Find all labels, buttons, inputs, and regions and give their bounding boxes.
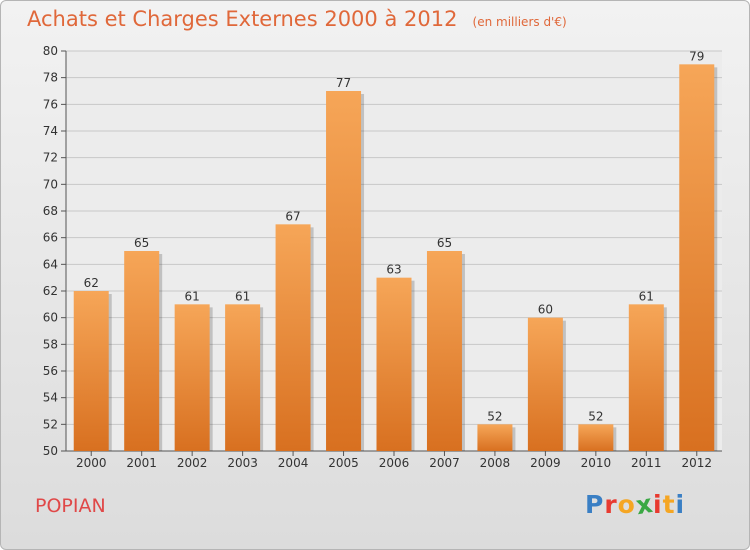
bar-value-label: 52 — [588, 409, 603, 423]
bar-value-label: 61 — [185, 289, 200, 303]
x-tick-label: 2000 — [76, 456, 107, 470]
logo-letter: i — [675, 490, 686, 519]
x-tick-label: 2007 — [429, 456, 460, 470]
bar-value-label: 67 — [285, 209, 300, 223]
y-tick-label: 58 — [43, 337, 58, 351]
bar-value-label: 61 — [235, 289, 250, 303]
logo-letter: o — [617, 490, 636, 519]
y-tick-label: 60 — [43, 311, 58, 325]
bar — [426, 251, 462, 451]
bar — [477, 424, 513, 451]
x-tick-label: 2002 — [177, 456, 208, 470]
bar-value-label: 77 — [336, 76, 351, 90]
x-tick-label: 2009 — [530, 456, 561, 470]
bars — [73, 64, 718, 452]
bar — [174, 304, 210, 451]
y-tick-label: 62 — [43, 284, 58, 298]
y-tick-label: 70 — [43, 177, 58, 191]
y-tick-label: 72 — [43, 151, 58, 165]
y-tick-label: 74 — [43, 124, 58, 138]
y-tick-label: 76 — [43, 97, 58, 111]
data-labels: 62 2000 65 2001 61 2002 61 2003 67 2004 77 2005 63 20… — [76, 49, 712, 470]
bar-value-label: 62 — [84, 276, 99, 290]
bar-value-label: 63 — [386, 263, 401, 277]
bar — [124, 251, 160, 451]
bar-value-label: 52 — [487, 409, 502, 423]
bar — [225, 304, 261, 451]
y-tick-label: 78 — [43, 71, 58, 85]
logo-letter: t — [662, 490, 676, 519]
logo-letter: r — [604, 490, 618, 519]
x-tick-label: 2010 — [581, 456, 612, 470]
chart-title: Achats et Charges Externes 2000 à 2012 — [27, 7, 458, 31]
bar — [578, 424, 614, 451]
x-tick-label: 2004 — [278, 456, 309, 470]
x-tick-label: 2005 — [328, 456, 359, 470]
bar-value-label: 65 — [134, 236, 149, 250]
logo-letter: P — [585, 490, 605, 519]
y-tick-label: 64 — [43, 257, 58, 271]
x-tick-label: 2011 — [631, 456, 662, 470]
x-tick-label: 2008 — [480, 456, 511, 470]
x-tick-label: 2006 — [379, 456, 410, 470]
bar — [527, 317, 563, 451]
bar — [628, 304, 664, 451]
x-tick-label: 2003 — [227, 456, 258, 470]
bar-value-label: 65 — [437, 236, 452, 250]
x-tick-label: 2012 — [681, 456, 712, 470]
bar — [376, 277, 412, 451]
place-name: POPIAN — [35, 495, 106, 517]
bar — [679, 64, 715, 452]
title-row: Achats et Charges Externes 2000 à 2012 (… — [27, 7, 567, 31]
y-tick-label: 54 — [43, 391, 58, 405]
y-tick-label: 66 — [43, 231, 58, 245]
proxiti-logo: Proxiti — [585, 489, 686, 521]
x-tick-label: 2001 — [126, 456, 157, 470]
bar-value-label: 60 — [538, 303, 553, 317]
bar-value-label: 61 — [639, 289, 654, 303]
bar-value-label: 79 — [689, 49, 704, 63]
y-tick-label: 52 — [43, 417, 58, 431]
y-tick-label: 80 — [43, 44, 58, 58]
logo-letter: i — [653, 490, 663, 519]
bar — [326, 91, 362, 451]
y-tick-label: 56 — [43, 364, 58, 378]
bar — [275, 224, 311, 451]
y-tick-label: 50 — [43, 444, 58, 458]
bar — [73, 291, 109, 451]
y-tick-label: 68 — [43, 204, 58, 218]
chart-unit-subtitle: (en milliers d'€) — [472, 15, 567, 29]
